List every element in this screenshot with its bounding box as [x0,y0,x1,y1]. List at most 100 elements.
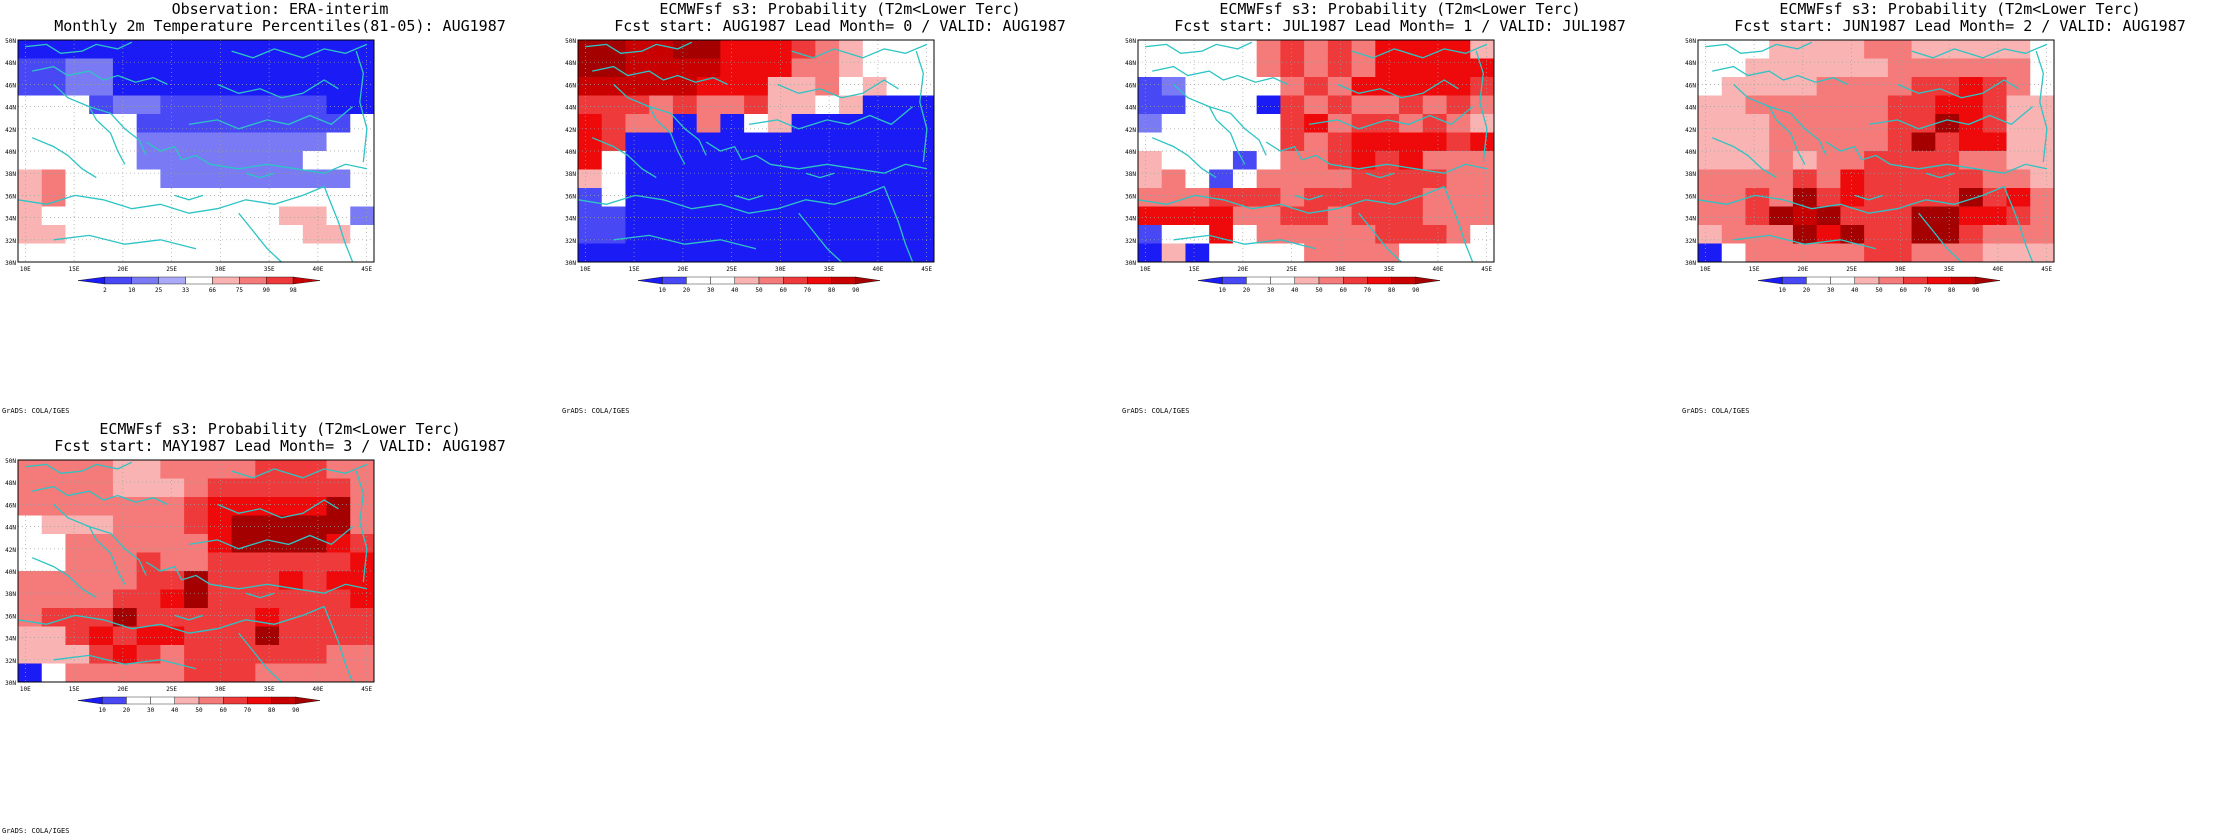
map-cell [89,608,114,627]
map-cell [886,58,911,78]
lon-tick-label: 25E [166,266,177,273]
map-cell [279,151,304,170]
map-cell [231,626,256,646]
map-cell [862,40,888,59]
map-cell [672,132,698,152]
map-cell [350,571,375,590]
map-cell [1280,151,1305,170]
lat-tick-label: 48N [1125,60,1136,67]
colorbar-segment [198,696,224,705]
coastline [1854,194,1884,201]
map-cell [112,645,138,664]
map-cell [350,608,375,627]
map-cell [1446,58,1471,78]
colorbar-tick-label: 10 [99,707,107,714]
map-cell [1935,95,1960,115]
coastline [210,583,368,594]
map-cell [1935,132,1960,152]
map-cell [350,188,375,207]
map-cell [1138,40,1163,59]
map-cell [1209,95,1234,115]
map-cell [1745,169,1770,189]
map-cell [350,478,375,498]
map-cell [231,571,256,590]
map-cell [89,589,114,609]
coastline [1925,172,1955,179]
colorbar-tick-label: 50 [195,707,203,714]
map-cell [1721,114,1746,133]
map-cell [112,95,138,115]
map-cell [601,188,626,207]
lon-tick-label: 40E [1432,266,1443,273]
map-cell [207,626,233,646]
coastline [648,106,686,165]
map-cell [578,77,603,96]
colorbar-tick-label: 50 [1875,287,1883,294]
map-cell [1138,188,1163,207]
map-cell [350,626,375,646]
map-cell [1816,58,1841,78]
colorbar-tick-label: 25 [155,287,163,294]
map-cell [1745,151,1770,170]
map-cell [625,188,650,207]
map-cell [65,151,90,170]
map-cell [2006,40,2031,59]
lat-tick-label: 46N [1125,82,1136,89]
map-cell [160,478,185,498]
map-cell [1887,225,1913,244]
map-cell [1959,206,1984,226]
map-cell [184,206,209,226]
map-cell [1232,132,1258,152]
map-cell [18,478,43,498]
lat-tick-label: 38N [565,171,576,178]
map-cell [578,188,603,207]
colorbar-segment [807,276,832,285]
lat-tick-label: 48N [1685,60,1696,67]
map-cell [41,95,66,115]
map-cell [1470,58,1495,78]
map-cell [279,645,304,664]
map-cell [1721,206,1746,226]
map-cell [1911,114,1936,133]
map-cell [1375,169,1400,189]
map-cell [1256,114,1281,133]
panel-title-line1: ECMWFsf s3: Probability (T2m<Lower Terc) [1779,0,2141,18]
map-cell [326,114,351,133]
coastline [88,106,126,165]
map-cell [89,77,114,96]
map-cell [65,645,90,664]
map-cell [207,478,233,498]
map-cell [1745,77,1770,96]
map-cell [1935,243,1960,263]
lon-tick-label: 15E [1749,266,1760,273]
coastline [17,185,325,214]
map-cell [839,40,864,59]
colorbar-tick-label: 30 [1267,287,1275,294]
map-cell [1769,169,1794,189]
map-cell [886,40,911,59]
map-cell [112,188,138,207]
map-cell [1887,188,1913,207]
colorbar-tick-label: 40 [1851,287,1859,294]
map-cell [1721,95,1746,115]
map-cell [350,169,375,189]
map-cell [1375,243,1400,263]
colorbar-segment [1415,276,1441,285]
map-cell [1935,151,1960,170]
map-cell [1446,77,1471,96]
map-cell [89,132,114,152]
map-cell [18,460,43,479]
map-cell [910,169,935,189]
map-cell [1959,95,1984,115]
lon-tick-label: 35E [1944,266,1955,273]
map-cell [720,243,745,263]
map-cell [160,151,185,170]
map-cell [1256,95,1281,115]
map-cell [41,225,66,244]
map-cell [886,243,911,263]
map-cell [89,40,114,59]
map-cell [720,151,745,170]
map-cell [744,132,769,152]
map-cell [1911,132,1936,152]
map-cell [231,188,256,207]
